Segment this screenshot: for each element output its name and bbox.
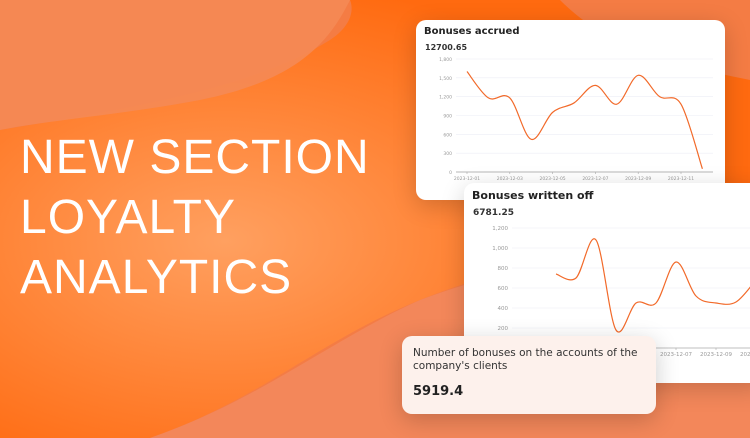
headline-line-1: NEW SECTION: [20, 131, 370, 184]
headline: NEW SECTION LOYALTY ANALYTICS: [20, 128, 370, 308]
y-tick-label: 400: [498, 306, 509, 312]
card-title: Bonuses accrued: [424, 26, 520, 37]
card-total: 12700.65: [425, 43, 468, 52]
y-tick-label: 600: [443, 132, 452, 138]
card-value: 5919.4: [413, 384, 464, 399]
y-tick-label: 300: [443, 151, 452, 157]
y-tick-label: 200: [498, 326, 509, 332]
card-label: Number of bonuses on the accounts of the…: [413, 347, 638, 372]
card-total: 6781.25: [473, 208, 514, 218]
y-tick-label: 600: [498, 286, 509, 292]
headline-line-2: LOYALTY: [20, 191, 236, 244]
y-tick-label: 0: [449, 170, 452, 176]
y-tick-label: 1,200: [439, 95, 452, 101]
x-tick-label: 2023-12-07: [582, 176, 608, 182]
series-line: [466, 71, 703, 170]
card-title: Bonuses written off: [472, 189, 594, 202]
y-tick-label: 900: [443, 114, 452, 120]
y-tick-label: 1,500: [439, 76, 452, 82]
x-tick-label: 2023-12-01: [454, 176, 480, 182]
x-tick-label: 2023-12-11: [668, 176, 694, 182]
x-tick-label: 2023-12-09: [625, 176, 651, 182]
x-tick-label: 2023-12-07: [660, 352, 692, 358]
y-tick-label: 1,200: [492, 226, 508, 232]
y-tick-label: 800: [498, 266, 509, 272]
bonuses-accrued-chart: 0 300 600 900 1,200 1,500 1,800 2023-12-01 2023-…: [439, 57, 713, 182]
headline-line-3: ANALYTICS: [20, 251, 293, 304]
client-balance-card: Number of bonuses on the accounts of the…: [402, 336, 656, 414]
x-tick-label: 2023-12-09: [700, 352, 732, 358]
y-tick-label: 1,800: [439, 57, 452, 63]
x-tick-label: 2023-12-11: [740, 352, 750, 358]
x-tick-label: 2023-12-05: [540, 176, 566, 182]
series-line: [555, 238, 750, 333]
bonuses-accrued-card: 0 300 600 900 1,200 1,500 1,800 2023-12-01 2023-…: [416, 20, 725, 200]
x-tick-label: 2023-12-03: [497, 176, 523, 182]
y-tick-label: 1,000: [492, 246, 508, 252]
